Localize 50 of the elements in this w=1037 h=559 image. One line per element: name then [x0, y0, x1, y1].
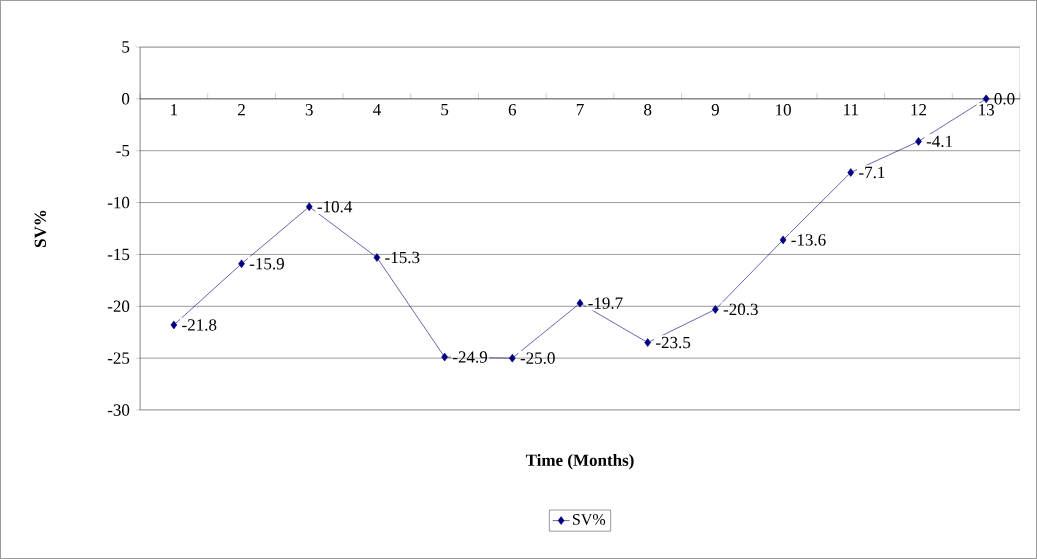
point	[441, 352, 448, 362]
y-tick-label: -15	[107, 248, 130, 261]
point	[373, 253, 381, 262]
x-tick-label: 2	[238, 104, 245, 116]
y-axis-title: SV%	[34, 210, 47, 247]
x-tick-label: 4	[373, 104, 381, 116]
data-label: 0.0	[994, 93, 1015, 105]
y-tick-label: -25	[107, 352, 130, 364]
point	[982, 94, 990, 104]
point	[915, 137, 922, 146]
x-tick-label: 13	[979, 104, 995, 116]
data-label: -21.8	[182, 319, 217, 331]
data-label: -19.7	[588, 297, 623, 309]
point	[509, 353, 516, 363]
point	[847, 168, 855, 177]
data-label: -23.5	[656, 336, 691, 349]
legend-label: SV%	[572, 514, 606, 525]
x-tick-label: 12	[911, 104, 927, 116]
y-tick-label: 0	[122, 93, 130, 105]
y-tick-label: -30	[107, 404, 130, 416]
y-tick-label: -5	[116, 145, 130, 157]
point	[238, 259, 245, 269]
data-label: -13.6	[791, 234, 826, 246]
x-tick-label: 7	[576, 104, 584, 116]
y-tick-label: 5	[122, 41, 130, 53]
point	[712, 305, 719, 314]
y-tick-label: -20	[107, 300, 130, 313]
data-label: -24.9	[452, 351, 488, 363]
x-tick-label: 1	[171, 104, 178, 116]
x-tick-label: 8	[644, 104, 652, 116]
x-tick-label: 9	[711, 104, 719, 116]
data-label: -4.1	[926, 135, 953, 148]
x-tick-label: 6	[508, 104, 517, 116]
x-tick-label: 11	[844, 104, 858, 116]
point	[576, 298, 584, 308]
data-label: -25.0	[520, 352, 555, 364]
x-tick-label: 3	[305, 104, 313, 116]
y-tick-label: -10	[107, 196, 130, 209]
x-tick-label: 10	[776, 104, 791, 116]
data-label: -15.3	[385, 251, 420, 264]
data-label: -20.3	[723, 303, 758, 316]
point	[644, 338, 651, 347]
data-label: -10.4	[317, 200, 353, 213]
point	[305, 202, 313, 212]
data-label: -7.1	[859, 166, 885, 179]
x-axis-title: Time (Months)	[525, 453, 634, 470]
point	[779, 235, 787, 245]
data-label: -15.9	[249, 258, 284, 270]
x-tick-label: 5	[441, 104, 449, 116]
point	[170, 320, 178, 330]
